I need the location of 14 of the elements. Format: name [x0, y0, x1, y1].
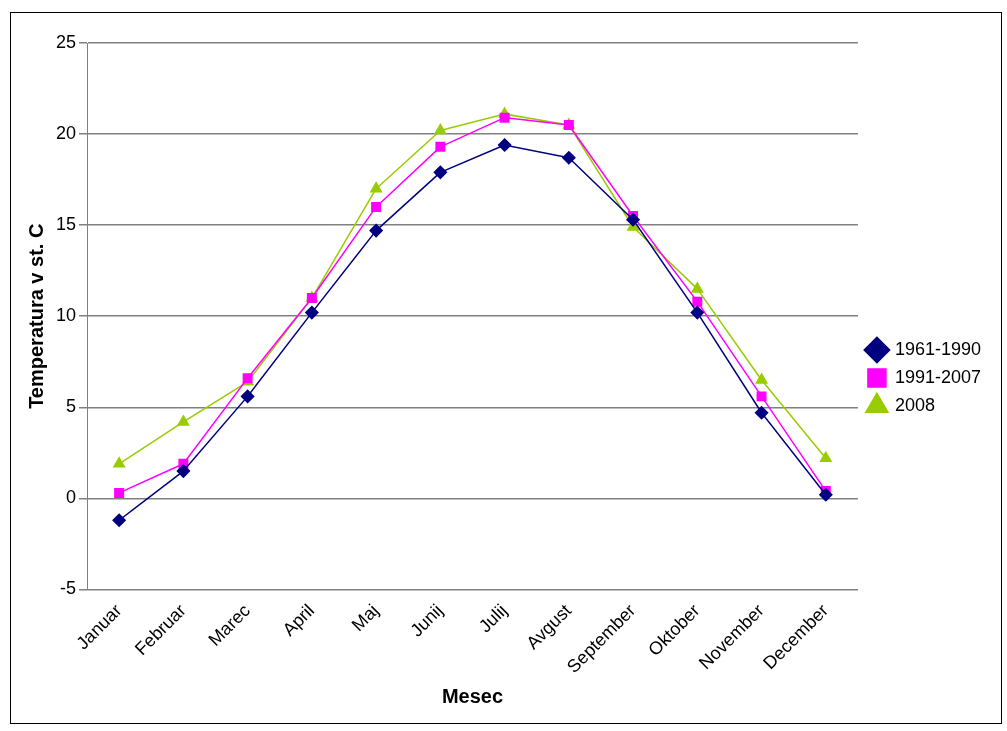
y-tick-label: 15: [55, 214, 77, 235]
y-tick-label: -5: [60, 578, 77, 599]
y-tick-label: 25: [55, 31, 77, 52]
x-tick-label: Julij: [474, 600, 511, 637]
legend-label: 1991-2007: [894, 366, 982, 387]
y-tick-label: 20: [55, 123, 77, 144]
legend-label: 1961-1990: [894, 338, 982, 359]
y-axis-title: Temperatura v st. C: [24, 223, 47, 409]
x-axis-title: Mesec: [441, 684, 504, 707]
x-tick-label: Maj: [347, 600, 383, 635]
y-tick-label: 5: [66, 396, 77, 417]
legend-label: 2008: [894, 394, 935, 415]
y-tick-label: 10: [55, 305, 77, 326]
y-tick-label: 0: [66, 487, 77, 508]
